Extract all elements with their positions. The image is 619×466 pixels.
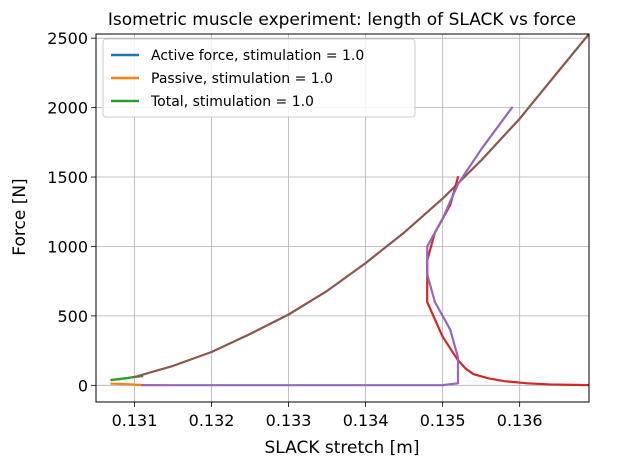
x-tick-label: 0.136	[497, 411, 543, 430]
legend-label: Total, stimulation = 1.0	[150, 94, 314, 110]
legend-label: Passive, stimulation = 1.0	[151, 71, 333, 87]
legend: Active force, stimulation = 1.0 Passive, …	[102, 38, 416, 118]
x-tick-label: 0.133	[266, 411, 312, 430]
x-axis-label: SLACK stretch [m]	[264, 438, 419, 458]
legend-label: Active force, stimulation = 1.0	[151, 48, 364, 64]
y-axis-label: Force [N]	[10, 178, 30, 255]
series-line-6	[141, 106, 514, 387]
series-line-2	[110, 382, 144, 387]
x-tick-label: 0.135	[420, 411, 466, 430]
ticks: 0.131 0.132 0.133 0.134 0.135 0.136 0 500 1000 15…	[47, 29, 542, 430]
y-tick-label: 1000	[47, 237, 88, 256]
series-layer	[110, 34, 589, 387]
y-tick-label: 500	[57, 307, 88, 326]
y-tick-label: 1500	[47, 168, 88, 187]
series-line-4	[133, 34, 589, 379]
legend-box	[102, 38, 416, 118]
x-tick-label: 0.131	[112, 411, 158, 430]
chart-title: Isometric muscle experiment: length of S…	[108, 10, 576, 30]
x-tick-label: 0.134	[343, 411, 389, 430]
y-tick-label: 2000	[47, 99, 88, 118]
plot-frame	[95, 33, 590, 403]
series-line-5	[426, 175, 589, 387]
y-tick-label: 0	[78, 376, 88, 395]
y-tick-label: 2500	[47, 29, 88, 48]
x-tick-label: 0.132	[189, 411, 235, 430]
